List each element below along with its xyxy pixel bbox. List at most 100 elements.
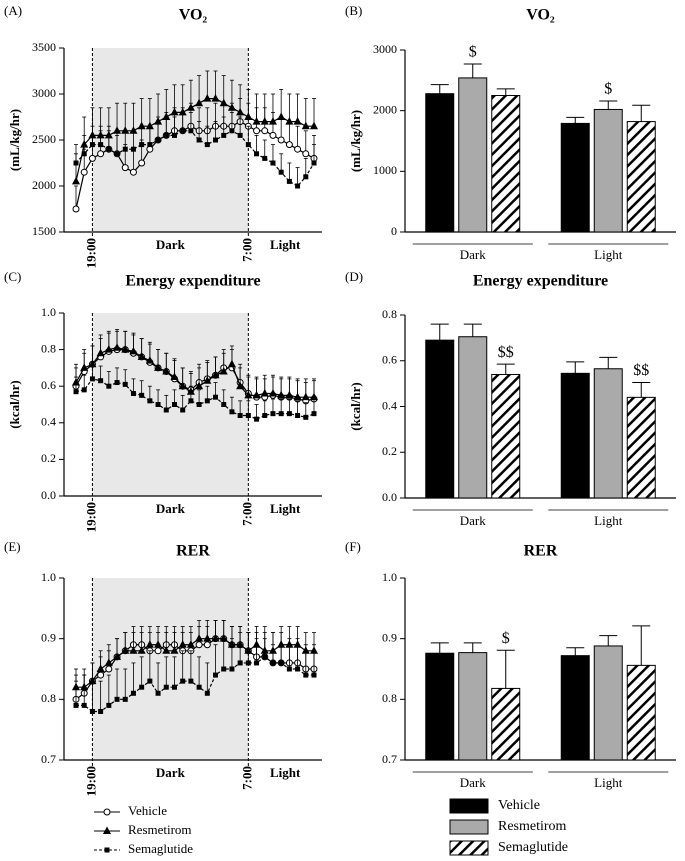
marker bbox=[138, 159, 146, 167]
period-label: Light bbox=[270, 765, 301, 780]
bar bbox=[560, 655, 590, 761]
marker bbox=[254, 416, 260, 422]
marker bbox=[219, 366, 228, 375]
marker bbox=[244, 112, 253, 120]
marker bbox=[121, 345, 130, 353]
marker bbox=[155, 137, 161, 143]
marker bbox=[277, 112, 286, 120]
marker bbox=[211, 634, 220, 642]
marker bbox=[170, 646, 179, 654]
marker bbox=[229, 666, 235, 672]
marker bbox=[311, 672, 317, 678]
marker bbox=[121, 646, 130, 654]
marker bbox=[236, 381, 245, 390]
bar bbox=[593, 108, 623, 233]
marker bbox=[278, 169, 284, 175]
marker bbox=[268, 388, 277, 397]
legend-label: Vehicle bbox=[128, 803, 167, 818]
significance: $ bbox=[604, 81, 612, 98]
marker bbox=[171, 402, 177, 407]
panel-label: (A) bbox=[4, 3, 22, 18]
marker bbox=[97, 671, 105, 679]
y-tick-label: 0.0 bbox=[382, 490, 397, 504]
marker bbox=[81, 702, 87, 708]
y-tick-label: 0.4 bbox=[382, 398, 397, 412]
marker bbox=[122, 696, 128, 702]
marker bbox=[137, 352, 146, 360]
marker bbox=[237, 660, 243, 666]
marker bbox=[178, 381, 187, 390]
marker bbox=[204, 142, 210, 148]
marker bbox=[286, 411, 292, 417]
marker bbox=[155, 690, 161, 696]
marker bbox=[203, 376, 212, 384]
marker bbox=[71, 176, 81, 185]
marker bbox=[180, 407, 186, 413]
marker bbox=[163, 407, 169, 413]
marker bbox=[221, 666, 227, 672]
y-tick-label: 0.6 bbox=[382, 353, 397, 367]
y-tick-label: 2500 bbox=[32, 132, 56, 146]
marker bbox=[303, 174, 309, 180]
marker bbox=[211, 94, 220, 102]
marker bbox=[129, 646, 138, 654]
significance: $$ bbox=[633, 362, 649, 379]
marker bbox=[188, 128, 194, 134]
marker bbox=[145, 640, 154, 648]
y-tick-label: 3000 bbox=[373, 42, 397, 56]
marker bbox=[311, 160, 317, 166]
marker bbox=[213, 394, 219, 400]
marker bbox=[104, 847, 110, 853]
period-label: Light bbox=[270, 501, 301, 516]
marker bbox=[147, 142, 153, 148]
chart-title: Energy expenditure bbox=[125, 273, 260, 290]
marker bbox=[129, 168, 137, 176]
marker bbox=[301, 121, 310, 130]
panel-label: (B) bbox=[345, 3, 362, 18]
bar bbox=[560, 122, 590, 233]
marker bbox=[262, 412, 268, 418]
y-tick-label: 0.4 bbox=[41, 415, 56, 429]
marker bbox=[195, 634, 204, 642]
marker bbox=[72, 205, 80, 213]
marker bbox=[311, 411, 317, 417]
marker bbox=[103, 808, 111, 816]
marker bbox=[303, 672, 309, 678]
y-tick-label: 0.8 bbox=[382, 307, 397, 321]
chart-title: RER bbox=[176, 543, 210, 560]
marker bbox=[286, 666, 292, 672]
marker bbox=[178, 640, 187, 648]
bar bbox=[593, 368, 623, 499]
marker bbox=[227, 359, 236, 368]
y-tick-label: 0.0 bbox=[41, 488, 56, 502]
marker bbox=[303, 414, 309, 420]
marker bbox=[98, 378, 104, 384]
marker bbox=[196, 402, 202, 407]
marker bbox=[195, 641, 203, 649]
dark-period bbox=[92, 48, 249, 232]
marker bbox=[270, 660, 276, 666]
marker bbox=[188, 678, 194, 684]
marker bbox=[139, 392, 145, 398]
marker bbox=[221, 402, 227, 407]
significance: $ bbox=[469, 44, 477, 61]
y-tick-label: 2000 bbox=[373, 102, 397, 116]
marker bbox=[114, 151, 120, 157]
marker bbox=[268, 117, 277, 125]
panel-label: (E) bbox=[4, 539, 21, 554]
bar bbox=[425, 339, 455, 499]
marker bbox=[98, 142, 104, 148]
x-tick-label: Dark bbox=[460, 775, 486, 790]
marker bbox=[170, 372, 179, 381]
marker bbox=[245, 660, 251, 666]
marker bbox=[203, 94, 212, 102]
marker bbox=[188, 398, 194, 404]
marker bbox=[293, 392, 302, 401]
legend-label: Resmetirom bbox=[128, 822, 192, 837]
marker bbox=[213, 672, 219, 678]
legend-label: Semaglutide bbox=[128, 841, 193, 856]
marker bbox=[286, 178, 292, 184]
y-tick-label: 0.8 bbox=[382, 691, 397, 705]
marker bbox=[254, 151, 260, 157]
bar bbox=[425, 652, 455, 761]
